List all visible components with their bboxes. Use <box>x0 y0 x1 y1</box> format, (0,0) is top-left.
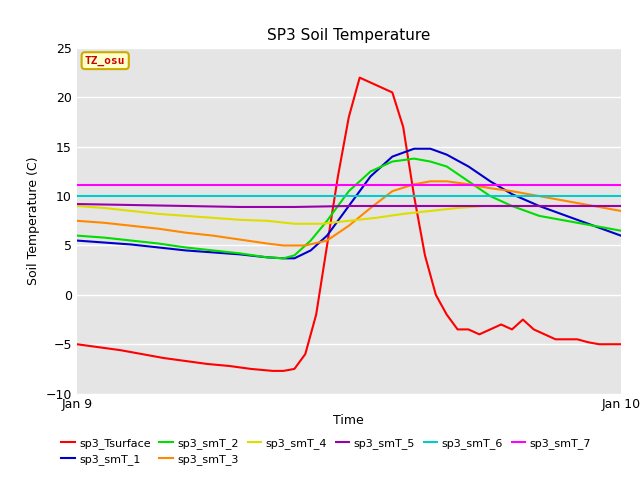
Y-axis label: Soil Temperature (C): Soil Temperature (C) <box>27 156 40 285</box>
Text: TZ_osu: TZ_osu <box>85 56 125 66</box>
Title: SP3 Soil Temperature: SP3 Soil Temperature <box>267 28 431 43</box>
Legend: sp3_Tsurface, sp3_smT_1, sp3_smT_2, sp3_smT_3, sp3_smT_4, sp3_smT_5, sp3_smT_6, : sp3_Tsurface, sp3_smT_1, sp3_smT_2, sp3_… <box>57 433 596 469</box>
X-axis label: Time: Time <box>333 414 364 427</box>
